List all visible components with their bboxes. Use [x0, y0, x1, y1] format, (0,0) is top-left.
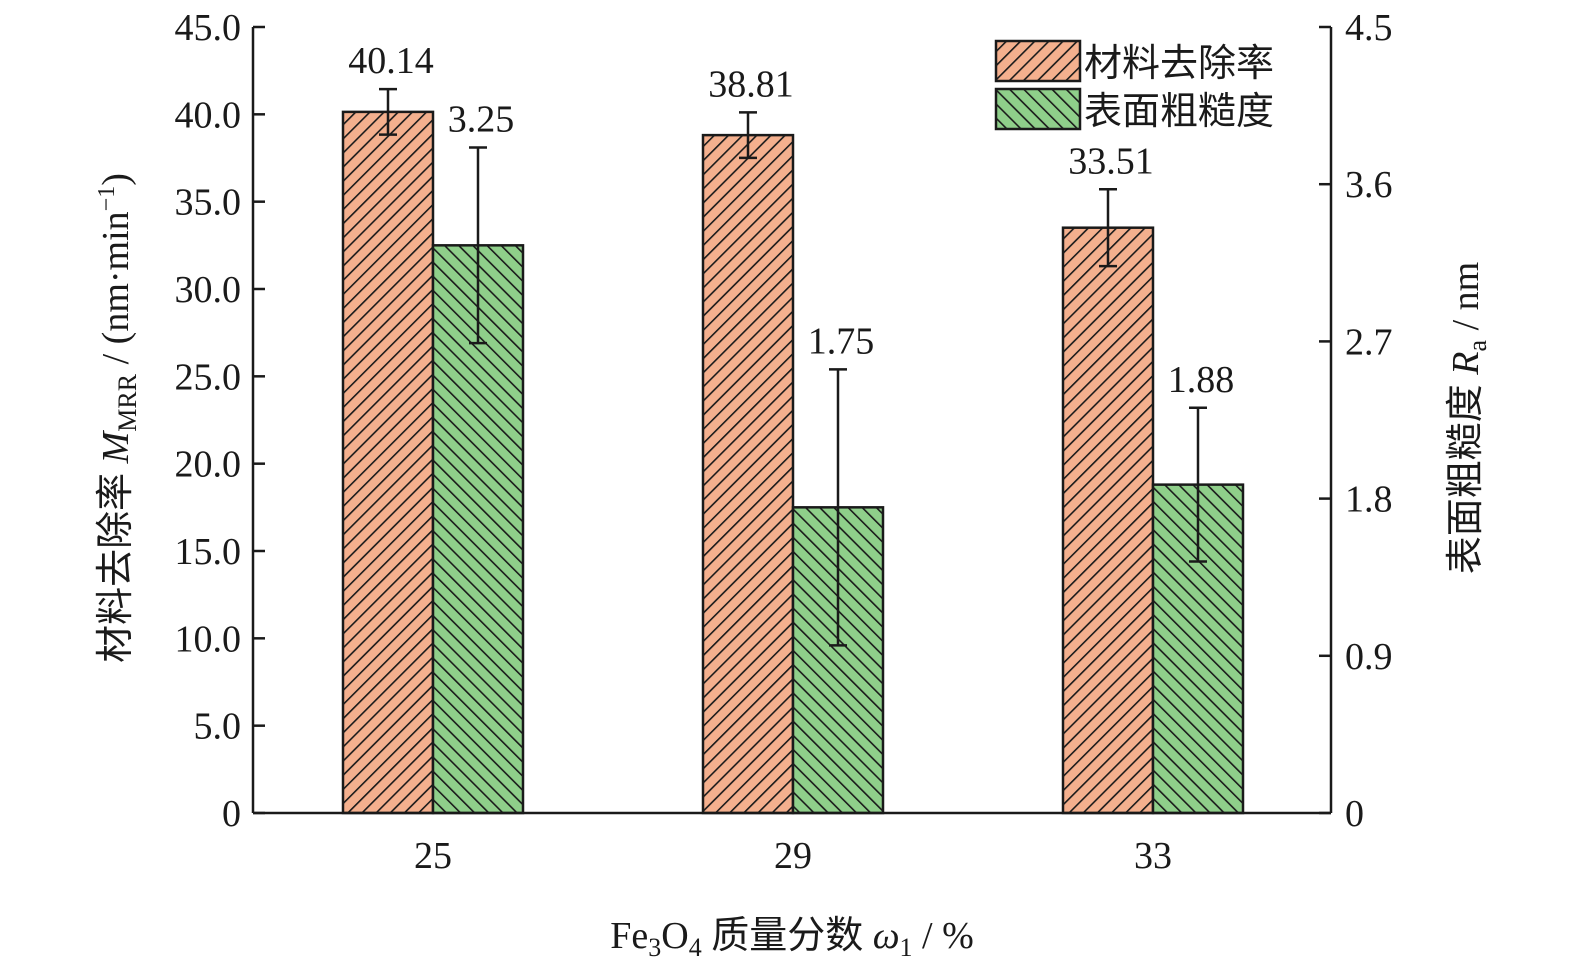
y-left-tick-label: 5.0: [194, 706, 242, 748]
y-left-tick-label: 0: [222, 793, 241, 835]
ticks-layer: 0 5.0 10.0 15.0 20.0 25.0 30.0 35.0 40.0 45.0 0 0.9…: [175, 7, 1393, 877]
bar-mrr-29: [701, 133, 795, 815]
y-left-tick-label: 20.0: [175, 444, 242, 486]
data-label-ra-25: 3.25: [448, 99, 515, 141]
legend-swatch-ra: [994, 87, 1082, 131]
y-left-tick-label: 25.0: [175, 356, 242, 398]
y-right-tick-label: 4.5: [1345, 7, 1393, 49]
y-left-tick-label: 15.0: [175, 531, 242, 573]
y-right-tick-label: 2.7: [1345, 321, 1393, 363]
y-left-tick-label: 30.0: [175, 269, 242, 311]
y-left-tick-label: 40.0: [175, 94, 242, 136]
data-label-ra-33: 1.88: [1168, 359, 1235, 401]
y-right-tick-label: 1.8: [1345, 479, 1393, 521]
legend-swatch-mrr: [994, 39, 1082, 83]
x-tick-label-33: 33: [1134, 835, 1172, 877]
data-label-mrr-33: 33.51: [1068, 140, 1154, 182]
data-label-ra-29: 1.75: [808, 320, 875, 362]
legend: 材料去除率 表面粗糙度: [994, 39, 1274, 133]
x-tick-label-29: 29: [774, 835, 812, 877]
y-right-tick-label: 3.6: [1345, 164, 1393, 206]
x-axis-title: Fe3O4 质量分数 ω1 / %: [610, 915, 974, 962]
y-axis-right-title: 表面粗糙度 Ra / nm: [1445, 262, 1492, 574]
x-tick-label-25: 25: [414, 835, 452, 877]
data-labels-layer: 40.14 38.81 33.51 3.25 1.75 1.88: [348, 40, 1234, 401]
legend-label-ra: 表面粗糙度: [1084, 91, 1274, 133]
data-label-mrr-29: 38.81: [708, 63, 794, 105]
bar-mrr-33: [1061, 226, 1155, 815]
y-left-tick-label: 45.0: [175, 7, 242, 49]
legend-label-mrr: 材料去除率: [1084, 43, 1274, 85]
y-left-tick-label: 10.0: [175, 618, 242, 660]
axes-layer: [251, 27, 1333, 815]
y-right-tick-label: 0: [1345, 793, 1364, 835]
bar-mrr-25: [341, 110, 435, 815]
error-bars-layer: [379, 87, 1207, 647]
y-left-tick-label: 35.0: [175, 182, 242, 224]
y-right-tick-label: 0.9: [1345, 636, 1393, 678]
data-label-mrr-25: 40.14: [348, 40, 434, 82]
y-axis-left-title: 材料去除率 MMRR / (nm·min−1): [94, 173, 142, 663]
